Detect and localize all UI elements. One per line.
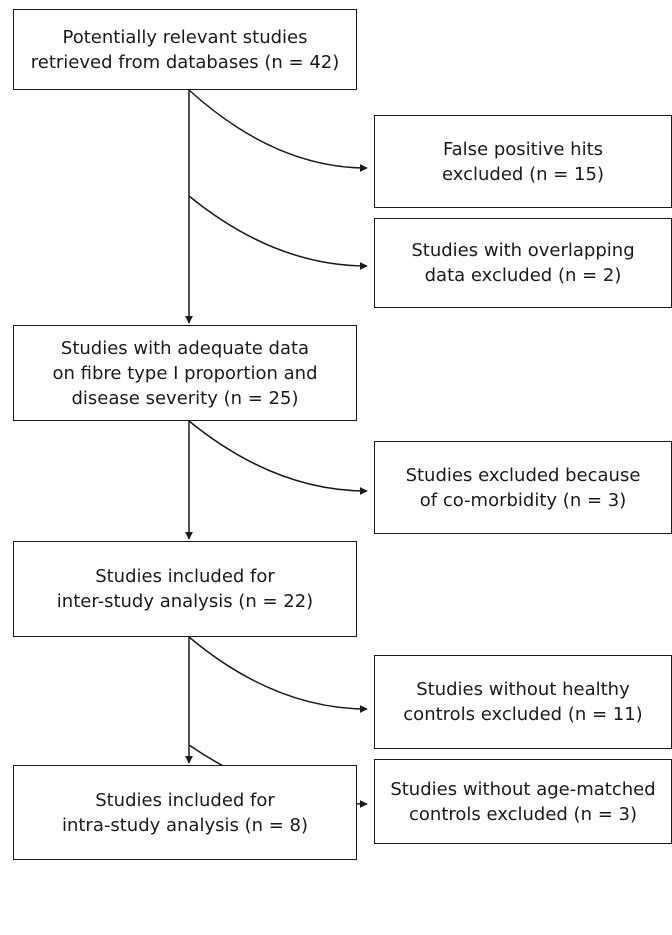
- box-adequate-line-3: disease severity (n = 25): [71, 387, 299, 409]
- arrow-to-false-positive: [188, 89, 368, 172]
- box-comorbidity-line-1: Studies excluded because: [405, 464, 641, 486]
- box-adequate: Studies with adequate data on fibre type…: [13, 325, 357, 421]
- box-adequate-line-2: on fibre type I proportion and: [52, 362, 318, 384]
- box-overlapping-line-2: data excluded (n = 2): [424, 265, 622, 286]
- box-intra-study: Studies included for intra-study analysi…: [13, 765, 357, 860]
- box-no-healthy-line-2: controls excluded (n = 11): [403, 704, 643, 725]
- box-false-positive-line-2: excluded (n = 15): [442, 163, 604, 185]
- box-no-age-matched: Studies without age-matched controls exc…: [374, 759, 672, 844]
- box-comorbidity: Studies excluded because of co-morbidity…: [374, 441, 672, 534]
- box-retrieved-line-2: retrieved from databases (n = 42): [30, 51, 340, 73]
- arrow-to-no-healthy: [188, 636, 368, 713]
- box-intra-study-line-1: Studies included for: [95, 789, 275, 811]
- box-overlapping: Studies with overlapping data excluded (…: [374, 218, 672, 308]
- box-comorbidity-line-2: of co-morbidity (n = 3): [419, 489, 627, 511]
- box-inter-study-line-2: inter-study analysis (n = 22): [56, 591, 314, 612]
- box-no-healthy-line-1: Studies without healthy: [416, 679, 630, 700]
- box-no-age-matched-line-1: Studies without age-matched: [390, 778, 656, 800]
- box-overlapping-line-1: Studies with overlapping: [411, 240, 635, 261]
- box-inter-study-line-1: Studies included for: [95, 566, 275, 587]
- box-no-age-matched-line-2: controls excluded (n = 3): [409, 803, 637, 825]
- box-false-positive: False positive hits excluded (n = 15): [374, 115, 672, 208]
- box-adequate-line-1: Studies with adequate data: [60, 337, 310, 359]
- box-retrieved-line-1: Potentially relevant studies: [62, 26, 308, 48]
- box-inter-study: Studies included for inter-study analysi…: [13, 541, 357, 637]
- arrow-to-comorbidity: [188, 420, 368, 495]
- box-false-positive-line-1: False positive hits: [442, 138, 604, 160]
- box-retrieved: Potentially relevant studies retrieved f…: [13, 9, 357, 90]
- box-no-healthy: Studies without healthy controls exclude…: [374, 655, 672, 749]
- box-intra-study-line-2: intra-study analysis (n = 8): [61, 814, 309, 836]
- arrow-to-overlapping: [188, 195, 368, 270]
